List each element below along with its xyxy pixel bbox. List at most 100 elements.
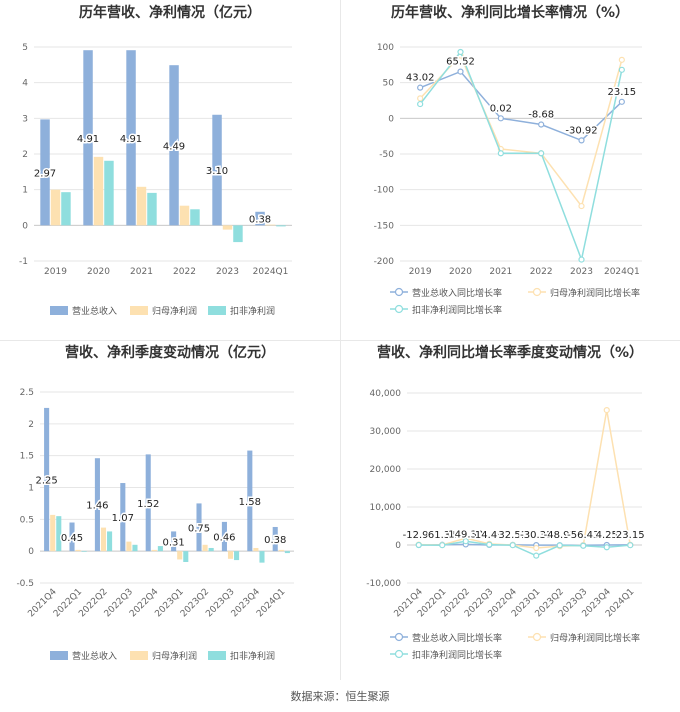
- bar: [259, 551, 265, 563]
- data-label: 1.07: [112, 513, 134, 524]
- series-point: [457, 48, 464, 56]
- series-point: [538, 121, 545, 128]
- data-label: -30.31: [520, 530, 552, 541]
- annual-values-svg: 历年营收、净利情况（亿元） -1 0 1 2 3 4 5 2019 2020 2021 2022 202…: [19, 4, 292, 317]
- bar: [83, 50, 93, 226]
- legend-swatch-marker: [532, 632, 542, 642]
- y-tick-label: 30,000: [370, 427, 402, 437]
- legend-label: 归母净利润同比增长率: [550, 287, 640, 299]
- series-line: [419, 50, 623, 263]
- series-point: [578, 256, 585, 263]
- series-point: [533, 552, 540, 559]
- bar: [136, 186, 147, 226]
- legend-label: 归母净利润同比增长率: [550, 632, 640, 644]
- bar: [265, 224, 276, 226]
- y-tick-label: -100: [374, 186, 395, 196]
- bar: [61, 192, 71, 226]
- series-point: [439, 542, 446, 549]
- data-label: 4.49: [163, 141, 185, 152]
- bar: [94, 458, 100, 552]
- bar: [255, 211, 265, 226]
- bar: [81, 551, 87, 552]
- data-label: 23.15: [616, 530, 645, 541]
- data-label: 3.10: [206, 166, 228, 177]
- bar: [56, 516, 62, 552]
- series-point: [533, 544, 540, 552]
- bar: [157, 546, 163, 552]
- bar: [202, 544, 208, 552]
- legend-swatch-marker: [394, 287, 404, 297]
- data-label: -30.92: [565, 125, 597, 136]
- data-label: 0.38: [264, 535, 286, 546]
- y-tick-label: 0: [22, 221, 28, 231]
- legend-swatch: [208, 651, 226, 660]
- data-label: 0.75: [188, 523, 210, 534]
- legend-label: 扣非净利润同比增长率: [412, 649, 502, 661]
- legend-swatch-marker: [532, 287, 542, 297]
- quarterly-growth-svg: 营收、净利同比增长率季度变动情况（%） -10,000 0 10,000 20,000 3…: [366, 344, 646, 661]
- series-point: [580, 542, 587, 549]
- data-label: 0.38: [249, 215, 271, 226]
- series-line: [418, 540, 631, 557]
- series-point: [578, 202, 585, 210]
- data-label: -56.43: [567, 530, 599, 541]
- series-point: [457, 68, 464, 75]
- horizontal-divider: [0, 340, 680, 341]
- x-tick-label: 2022: [173, 267, 196, 277]
- data-label: 61.31: [428, 530, 457, 541]
- y-tick-label: -200: [374, 257, 395, 267]
- data-label: 4.91: [77, 134, 99, 145]
- y-tick-label: 1: [22, 186, 28, 196]
- bar: [190, 209, 200, 226]
- quarterly-values-svg: 营收、净利季度变动情况（亿元）-0.500.511.522.52021Q4202…: [16, 344, 294, 662]
- series-point: [497, 115, 504, 122]
- legend-swatch: [50, 651, 68, 660]
- y-tick-label: 2.5: [20, 388, 34, 398]
- series-point: [618, 56, 625, 63]
- x-tick-label: 2024Q1: [255, 587, 287, 619]
- x-tick-label: 2020: [87, 267, 110, 277]
- legend-swatch-marker: [394, 649, 404, 659]
- series-point: [417, 95, 424, 102]
- series-point: [509, 542, 516, 549]
- legend-label: 营业总收入同比增长率: [412, 287, 502, 299]
- y-tick-label: 0: [395, 541, 401, 551]
- data-label: 43.02: [406, 73, 435, 84]
- y-tick-label: 50: [383, 79, 395, 89]
- data-label: 0.02: [490, 103, 512, 114]
- data-label: 65.52: [446, 57, 475, 68]
- x-tick-label: 2024Q1: [604, 267, 640, 277]
- data-label: 2.97: [34, 168, 56, 179]
- x-tick-label: 2020: [449, 267, 472, 277]
- y-tick-label: -1: [19, 257, 28, 267]
- series-point: [415, 541, 422, 549]
- bar: [40, 119, 50, 226]
- bar: [151, 549, 157, 552]
- bar: [120, 483, 126, 552]
- legend-label: 营业总收入: [72, 650, 117, 662]
- quarterly-growth-chart: 营收、净利同比增长率季度变动情况（%） -10,000 0 10,000 20,000 3…: [340, 340, 680, 680]
- data-label: 149.30: [448, 529, 483, 540]
- legend-label: 归母净利润: [152, 650, 197, 662]
- legend-swatch-marker: [394, 632, 404, 642]
- bar: [104, 160, 114, 226]
- chart-title: 营收、净利同比增长率季度变动情况（%）: [377, 344, 643, 361]
- data-label: 4.25: [596, 530, 618, 541]
- data-label: 2.25: [35, 476, 57, 487]
- series-point: [618, 98, 625, 105]
- annual-values-chart: 历年营收、净利情况（亿元） -1 0 1 2 3 4 5 2019 2020 2021 2022 202…: [0, 0, 340, 340]
- bar: [177, 551, 183, 560]
- chart-title: 营收、净利季度变动情况（亿元）: [65, 344, 275, 361]
- data-source-note: 数据来源：恒生聚源: [290, 690, 390, 703]
- bar: [179, 205, 190, 226]
- legend-label: 归母净利润: [152, 305, 197, 317]
- y-tick-label: 0: [28, 547, 34, 557]
- bar: [132, 544, 138, 552]
- data-label: 1.46: [86, 501, 108, 512]
- bar: [227, 551, 234, 559]
- x-tick-label: 2024Q1: [253, 267, 289, 277]
- y-tick-label: 1: [28, 484, 34, 494]
- y-tick-label: -150: [374, 221, 395, 231]
- annual-growth-svg: 历年营收、净利同比增长率情况（%） -200 -150 -100 -50 0 50 100 20…: [374, 4, 642, 316]
- series-point: [462, 538, 469, 545]
